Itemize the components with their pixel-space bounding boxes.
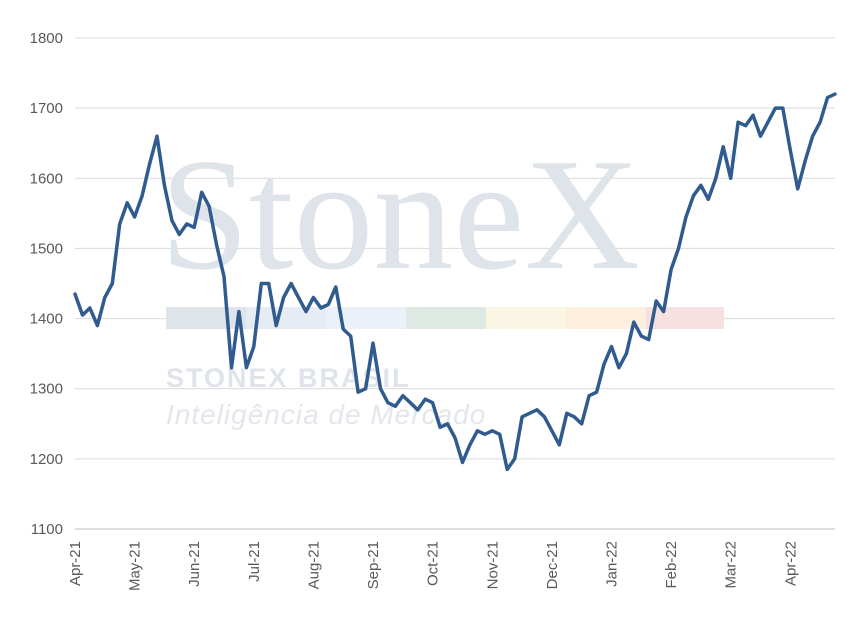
stripe <box>326 307 406 329</box>
stripe <box>486 307 566 329</box>
y-tick-label: 1700 <box>30 100 63 117</box>
x-tick-label: May-21 <box>127 541 144 591</box>
watermark: StoneX ® STONEX BRASIL Inteligência de M… <box>160 125 738 430</box>
stripe <box>166 307 246 329</box>
y-tick-label: 1200 <box>30 451 63 468</box>
y-tick-label: 1600 <box>30 170 63 187</box>
x-tick-label: Aug-21 <box>305 541 322 589</box>
x-tick-label: Jun-21 <box>186 541 203 587</box>
x-tick-label: Jul-21 <box>246 541 263 582</box>
x-tick-label: Apr-22 <box>782 541 799 586</box>
stripe <box>406 307 486 329</box>
x-tick-label: Dec-21 <box>544 541 561 589</box>
line <box>73 92 837 472</box>
stripe <box>646 307 724 329</box>
x-tick-label: Nov-21 <box>484 541 501 589</box>
x-tick-label: Sep-21 <box>365 541 382 589</box>
watermark-company: STONEX BRASIL <box>166 363 411 393</box>
x-tick-label: Apr-21 <box>67 541 84 586</box>
x-tick-label: Mar-22 <box>723 541 740 589</box>
x-tick-label: Jan-22 <box>603 541 620 587</box>
y-tick-label: 1500 <box>30 240 63 257</box>
stripe <box>566 307 646 329</box>
y-tick-label: 1400 <box>30 311 63 328</box>
x-tick-label: Oct-21 <box>425 541 442 586</box>
y-tick-label: 1800 <box>30 30 63 47</box>
x-tick-label: Feb-22 <box>663 541 680 589</box>
y-tick-label: 1300 <box>30 381 63 398</box>
y-tick-label: 1100 <box>31 521 63 538</box>
watermark-brand: StoneX <box>160 125 640 303</box>
